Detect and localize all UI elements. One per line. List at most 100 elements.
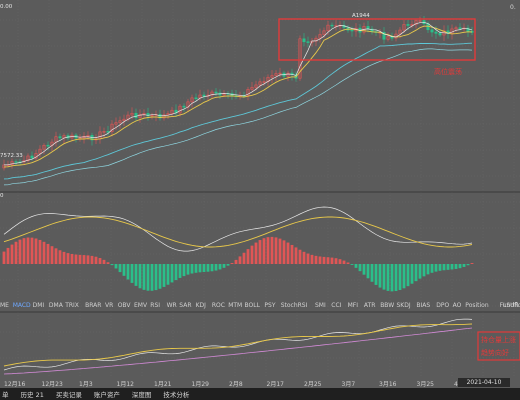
bottom-nav-item[interactable]: 深度图: [131, 391, 152, 399]
macd-bar: [70, 253, 74, 264]
tab-roc[interactable]: ROC: [211, 302, 225, 309]
tab-cci[interactable]: CCI: [331, 302, 342, 309]
macd-bar: [274, 237, 278, 264]
macd-dea-line: [3, 216, 473, 248]
macd-bar: [462, 264, 466, 267]
date-tick: 2月8: [229, 381, 243, 388]
macd-bar: [158, 264, 162, 289]
macd-bar: [406, 264, 410, 287]
candle-body: [202, 94, 206, 97]
candle-body: [454, 27, 458, 30]
tab-fundflow[interactable]: Fundflow: [499, 302, 520, 309]
macd-bar: [138, 264, 142, 289]
macd-bar: [22, 238, 26, 264]
macd-bar: [150, 264, 154, 291]
macd-bar: [346, 262, 350, 264]
macd-bar: [254, 242, 258, 264]
candle-body: [182, 105, 186, 108]
macd-bar: [230, 263, 234, 264]
bottom-nav-item[interactable]: 历史 21: [20, 391, 44, 399]
bottom-nav-item[interactable]: 单: [2, 391, 9, 399]
macd-bar: [390, 264, 394, 292]
date-tick: 1月21: [154, 381, 172, 388]
macd-bar: [10, 244, 14, 264]
tab-position[interactable]: Position: [465, 302, 489, 309]
macd-bar: [162, 264, 166, 287]
current-date: 2021-04-10 00:00:00: [458, 378, 510, 395]
candle-body: [30, 155, 34, 159]
ma-line-cyan-2: [3, 48, 473, 186]
tab-brar[interactable]: BRAR: [85, 302, 102, 309]
tab-kdj[interactable]: KDJ: [195, 302, 206, 309]
tab-bbw[interactable]: BBW: [380, 302, 395, 309]
bottom-nav-item[interactable]: 技术分析: [163, 391, 190, 399]
tab-lsur[interactable]: LSUR: [503, 302, 519, 309]
box-annotation: 高位震荡: [434, 68, 462, 76]
tab-ao[interactable]: AO: [452, 302, 462, 309]
macd-bar: [54, 248, 58, 264]
candle-body: [254, 84, 258, 88]
macd-bar: [242, 252, 246, 264]
candle-body: [42, 144, 46, 150]
candle-body: [170, 109, 174, 114]
tab-smi[interactable]: SMI: [315, 302, 326, 309]
tab-atr[interactable]: ATR: [363, 302, 376, 309]
macd-bar: [134, 264, 138, 286]
tab-boll[interactable]: BOLL: [244, 302, 260, 309]
macd-bar: [218, 264, 222, 270]
macd-bar: [126, 264, 130, 280]
macd-bar: [442, 264, 446, 271]
candle-body: [58, 136, 62, 139]
macd-bar: [182, 264, 186, 277]
tab-emv[interactable]: EMV: [134, 302, 148, 309]
candle-body: [306, 41, 310, 43]
candle-body: [118, 120, 122, 123]
tab-wr[interactable]: WR: [166, 302, 177, 309]
tab-stochrsi[interactable]: StochRSI: [280, 302, 308, 309]
tab-dpo[interactable]: DPO: [436, 302, 450, 309]
candle-body: [246, 89, 250, 96]
tab-sar[interactable]: SAR: [179, 302, 192, 309]
candle-body: [122, 118, 126, 122]
tab-dmi[interactable]: DMI: [32, 302, 45, 309]
candle-body: [46, 144, 50, 147]
candle-body: [410, 24, 414, 26]
tab-bias[interactable]: BIAS: [416, 302, 431, 309]
oi-annotation-2: 趋势向好: [481, 349, 509, 357]
candle-body: [150, 114, 154, 117]
macd-bar: [222, 264, 226, 268]
candle-body: [330, 24, 334, 27]
candlestick-series: [2, 16, 474, 171]
tab-mfi[interactable]: MFI: [347, 302, 358, 309]
tab-dma[interactable]: DMA: [48, 302, 63, 309]
tab-macd[interactable]: MACD: [12, 302, 31, 309]
macd-bar: [142, 264, 146, 290]
tab-vr[interactable]: VR: [105, 302, 114, 309]
macd-bar: [454, 264, 458, 269]
tab-trix[interactable]: TRIX: [65, 302, 79, 309]
macd-bar: [338, 259, 342, 264]
tab-me[interactable]: ME: [0, 302, 9, 309]
top-left-value: 0.00: [0, 4, 13, 10]
candle-body: [322, 30, 326, 35]
macd-bar: [290, 244, 294, 264]
macd-bar: [434, 264, 438, 272]
candle-body: [190, 97, 194, 103]
candle-body: [326, 24, 330, 32]
bottom-nav-item[interactable]: 买卖记录: [55, 391, 82, 399]
bottom-nav-item[interactable]: 账户资产: [93, 391, 120, 399]
candle-body: [270, 75, 274, 78]
tab-rsi[interactable]: RSI: [150, 302, 161, 309]
macd-bar: [190, 264, 194, 274]
macd-bar: [322, 256, 326, 264]
date-tick: 2月17: [266, 381, 284, 388]
macd-bar: [154, 264, 158, 291]
macd-bar: [78, 254, 82, 264]
tab-psy[interactable]: PSY: [264, 302, 276, 309]
tab-obv[interactable]: OBV: [117, 302, 131, 309]
tab-skdj[interactable]: SKDJ: [396, 302, 411, 309]
tab-mtm[interactable]: MTM: [228, 302, 243, 309]
macd-bar: [438, 264, 442, 271]
